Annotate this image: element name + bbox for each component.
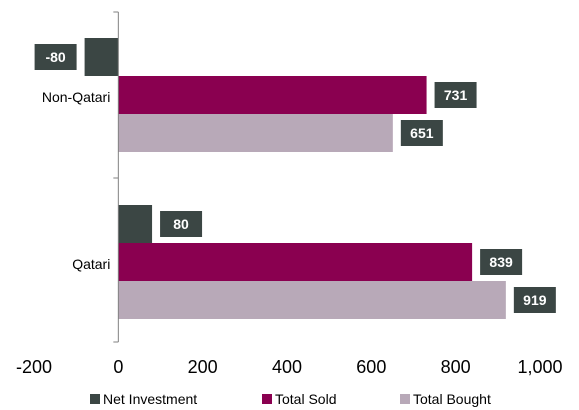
x-tick-label: -200: [16, 357, 52, 377]
data-label-text: 731: [444, 87, 468, 103]
legend-label: Total Sold: [275, 391, 336, 407]
bar-total-sold-non-qatari: [118, 76, 427, 114]
data-label-total-sold-qatari: 839: [480, 249, 523, 275]
x-tick-label: 600: [356, 357, 386, 377]
bar-net-investment-non-qatari: [84, 38, 119, 76]
x-tick-label: 200: [188, 357, 218, 377]
data-label-text: 651: [410, 125, 434, 141]
data-label-total-bought-qatari: 919: [513, 287, 556, 313]
data-label-box: [400, 120, 443, 146]
data-label-text: 80: [173, 216, 189, 232]
x-tick-label: 800: [441, 357, 471, 377]
data-label-total-sold-non-qatari: 731: [434, 82, 477, 108]
data-label-box: [160, 211, 203, 237]
legend-label: Total Bought: [413, 391, 491, 407]
data-label-box: [434, 82, 477, 108]
legend-label: Net Investment: [103, 391, 197, 407]
bar-net-investment-qatari: [118, 205, 153, 243]
category-label-qatari: Qatari: [72, 256, 110, 272]
data-label-total-bought-non-qatari: 651: [400, 120, 443, 146]
data-label-net-investment-non-qatari: -80: [34, 44, 77, 70]
data-label-text: 919: [523, 292, 547, 308]
category-labels: Non-Qatari Qatari: [42, 89, 110, 272]
x-tick-label: 1,000: [517, 357, 562, 377]
legend-swatch: [262, 394, 272, 404]
legend-item-total-sold: Total Sold: [262, 391, 336, 407]
data-label-text: 839: [489, 254, 513, 270]
legend-item-total-bought: Total Bought: [400, 391, 491, 407]
x-tick-labels: -200 0 200 400 600 800 1,000: [16, 357, 563, 377]
x-tick-label: 0: [113, 357, 123, 377]
legend: Net Investment Total Sold Total Bought: [90, 391, 491, 407]
legend-swatch: [400, 394, 410, 404]
data-label-box: [480, 249, 523, 275]
legend-item-net-investment: Net Investment: [90, 391, 197, 407]
bar-total-bought-qatari: [118, 281, 506, 319]
bar-total-bought-non-qatari: [118, 114, 393, 152]
axis-layer: [113, 11, 119, 343]
legend-swatch: [90, 394, 100, 404]
bars-layer: [84, 38, 506, 319]
data-label-box: [513, 287, 556, 313]
data-label-net-investment-qatari: 80: [160, 211, 203, 237]
data-label-box: [34, 44, 77, 70]
x-tick-label: 400: [272, 357, 302, 377]
data-label-text: -80: [45, 49, 65, 65]
bar-total-sold-qatari: [118, 243, 473, 281]
data-labels-layer: -80 80 731 839 651 919: [34, 44, 556, 313]
category-label-non-qatari: Non-Qatari: [42, 89, 110, 105]
